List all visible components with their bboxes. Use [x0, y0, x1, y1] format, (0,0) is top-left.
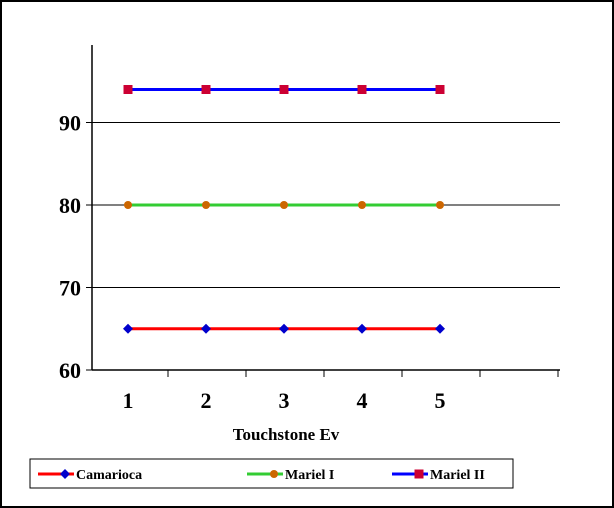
point-mariel-ii-4 [357, 85, 367, 94]
x-tick-label-1: 1 [123, 388, 134, 413]
y-tick-label-80: 80 [59, 193, 81, 218]
point-camarioca-1 [123, 323, 133, 334]
x-tick-label-2: 2 [201, 388, 212, 413]
y-tick-labels: 60 70 80 90 [59, 111, 81, 384]
legend-label-mariel-i: Mariel I [285, 468, 334, 483]
point-mariel-i-2 [202, 201, 210, 209]
point-mariel-ii-1 [123, 85, 133, 94]
point-mariel-i-1 [124, 201, 132, 209]
y-tick-label-60: 60 [59, 358, 81, 383]
point-mariel-ii-2 [201, 85, 211, 94]
legend-marker-mariel-i [270, 470, 278, 478]
point-camarioca-3 [279, 323, 289, 334]
legend-marker-camarioca [60, 469, 70, 479]
point-mariel-i-5 [436, 201, 444, 209]
x-axis-title: Touchstone Ev [233, 425, 340, 444]
point-camarioca-2 [201, 323, 211, 334]
legend: Camarioca Mariel I Mariel II [29, 458, 514, 489]
axes [86, 45, 560, 377]
point-mariel-i-4 [358, 201, 366, 209]
legend-marker-mariel-ii [414, 469, 424, 479]
point-camarioca-5 [435, 323, 445, 334]
x-tick-label-4: 4 [357, 388, 368, 413]
y-tick-label-90: 90 [59, 111, 81, 136]
x-tick-label-3: 3 [279, 388, 290, 413]
point-camarioca-4 [357, 323, 367, 334]
y-tick-label-70: 70 [59, 276, 81, 301]
x-tick-labels: 1 2 3 4 5 [123, 388, 446, 413]
point-mariel-i-3 [280, 201, 288, 209]
series-layer [123, 85, 445, 334]
x-tick-label-5: 5 [435, 388, 446, 413]
legend-label-mariel-ii: Mariel II [430, 468, 485, 483]
legend-label-camarioca: Camarioca [76, 468, 142, 483]
point-mariel-ii-5 [435, 85, 445, 94]
point-mariel-ii-3 [279, 85, 289, 94]
